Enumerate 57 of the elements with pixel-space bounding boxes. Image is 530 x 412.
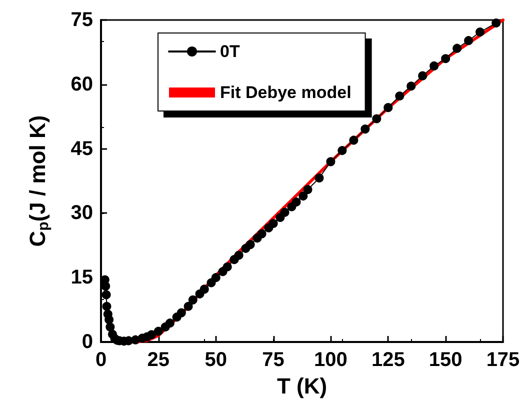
point (200, 284, 209, 294)
x-tick-label: 150 (428, 349, 462, 371)
point (452, 44, 462, 53)
point (102, 302, 112, 311)
point (106, 322, 115, 332)
y-axis-title: Cp(J / mol K) (25, 115, 52, 247)
y-tick-label: 15 (70, 266, 93, 289)
y-tick-label: 60 (70, 73, 93, 96)
point (314, 173, 324, 182)
point (298, 192, 308, 201)
point (184, 302, 193, 311)
point (147, 330, 156, 340)
point (188, 295, 198, 304)
x-tick-label: 125 (371, 349, 405, 371)
point (430, 61, 439, 70)
point (441, 54, 450, 64)
x-tick-label: 175 (486, 349, 520, 371)
point (268, 219, 278, 228)
x-tick-label: 50 (204, 349, 227, 371)
x-tick-label: 0 (95, 349, 107, 371)
y-tick-label: 45 (70, 138, 93, 160)
point (326, 157, 336, 166)
point (257, 229, 266, 238)
x-axis-title: T (K) (276, 373, 328, 398)
point (464, 36, 474, 46)
point (395, 91, 404, 100)
point (476, 28, 485, 37)
point (102, 290, 111, 300)
point (492, 18, 501, 28)
y-tick-label: 30 (70, 202, 93, 224)
y-tick-label: 0 (82, 331, 93, 353)
point (104, 315, 114, 324)
point (349, 136, 358, 145)
point (101, 282, 110, 291)
legend-label: Fit Debye model (220, 83, 352, 102)
point (372, 114, 382, 124)
point (360, 124, 370, 134)
point (222, 262, 232, 272)
point (165, 318, 174, 328)
point (211, 273, 220, 282)
legend-label: 0T (220, 42, 240, 61)
y-tick-label: 75 (70, 9, 93, 31)
point (406, 82, 416, 91)
point (292, 198, 301, 207)
point (280, 208, 290, 217)
point (303, 185, 312, 194)
point (154, 326, 163, 336)
point (418, 71, 428, 80)
x-tick-label: 25 (147, 349, 170, 371)
point (130, 335, 140, 344)
x-tick-label: 75 (262, 349, 284, 371)
x-tick-label: 100 (314, 349, 348, 371)
point (234, 250, 244, 260)
point (246, 240, 255, 250)
point (384, 103, 393, 112)
point (176, 308, 186, 318)
point (338, 146, 347, 156)
